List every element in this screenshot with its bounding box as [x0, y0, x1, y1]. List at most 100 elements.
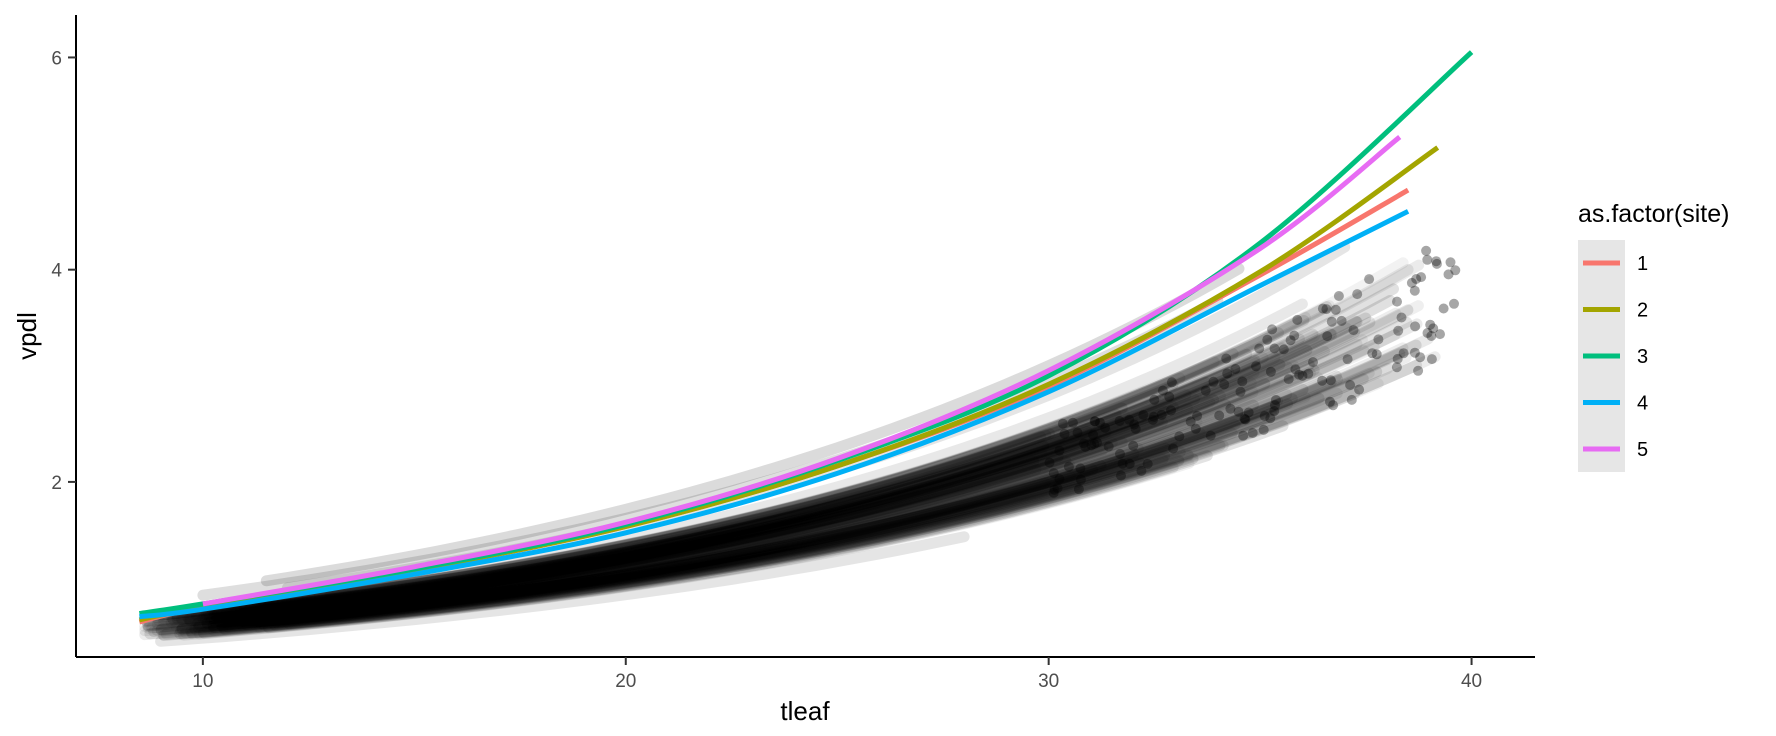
point-trail — [232, 386, 1259, 624]
data-point — [1325, 396, 1335, 407]
data-point — [1103, 441, 1114, 452]
data-point — [1073, 484, 1084, 495]
point-trail — [144, 457, 1145, 640]
point-trail — [207, 300, 1335, 615]
data-point — [1124, 458, 1135, 469]
point-trail — [207, 460, 1107, 632]
point-trail — [201, 342, 1380, 629]
point-trail — [222, 392, 1325, 633]
legend-label-4: 4 — [1637, 393, 1648, 415]
point-trail — [209, 444, 1109, 627]
data-point — [1426, 331, 1437, 341]
data-point — [1052, 483, 1063, 494]
data-point — [1322, 331, 1333, 342]
data-point — [1435, 329, 1445, 340]
point-trail — [197, 316, 1376, 624]
data-point — [1147, 414, 1158, 425]
point-trail — [281, 257, 1409, 606]
data-point — [1267, 324, 1278, 335]
point-trail — [166, 352, 1269, 624]
data-point — [1086, 440, 1097, 451]
data-point — [1336, 315, 1347, 326]
point-trail — [213, 367, 1316, 627]
point-trail — [205, 398, 1231, 627]
point-trail — [260, 263, 1245, 587]
point-trail — [273, 455, 1072, 620]
data-point — [1294, 369, 1305, 380]
data-point — [1367, 348, 1378, 359]
x-tick-label: 10 — [192, 671, 213, 692]
point-trail — [260, 338, 1363, 621]
data-point — [1393, 325, 1404, 336]
point-trail — [255, 301, 1333, 609]
point-trail — [176, 348, 1406, 635]
data-point — [1157, 385, 1168, 396]
data-point — [1114, 416, 1125, 426]
x-axis-title: tleaf — [780, 696, 830, 726]
point-trail — [192, 364, 1320, 629]
data-point — [1346, 394, 1357, 405]
data-point — [1317, 375, 1328, 386]
legend-label-1: 1 — [1637, 253, 1648, 275]
point-trail — [239, 415, 1139, 618]
x-tick-label: 30 — [1038, 671, 1059, 692]
data-point — [1129, 419, 1140, 430]
data-point — [1185, 416, 1196, 427]
series-line-5 — [202, 135, 1402, 607]
point-trail — [243, 463, 1042, 623]
data-point — [1067, 417, 1078, 428]
point-trail — [267, 389, 1192, 614]
point-trail — [258, 479, 1082, 631]
data-point — [1149, 394, 1160, 405]
data-point — [1354, 384, 1365, 395]
point-trail — [265, 370, 1342, 625]
point-trail — [263, 358, 1315, 620]
point-trail — [284, 315, 1362, 613]
data-point — [1142, 458, 1153, 469]
point-trail — [203, 401, 1179, 623]
point-trail — [240, 451, 1064, 621]
point-trail — [190, 328, 1319, 621]
data-point — [1116, 470, 1126, 481]
point-trail — [207, 352, 1412, 634]
data-point — [1089, 438, 1100, 449]
data-point — [1297, 370, 1308, 381]
point-trail — [207, 397, 1336, 636]
point-trail — [155, 531, 970, 647]
point-trail — [263, 450, 1213, 634]
data-point — [1054, 445, 1065, 456]
data-point — [1364, 274, 1375, 285]
y-tick-label: 6 — [51, 48, 62, 69]
data-point — [1164, 391, 1175, 402]
point-trail — [192, 339, 1422, 633]
point-trail — [209, 376, 1211, 619]
data-point — [1200, 385, 1211, 396]
point-trail — [148, 464, 1099, 637]
data-point — [1292, 314, 1303, 325]
point-trail — [259, 376, 1337, 627]
x-tick-label: 20 — [615, 671, 636, 692]
data-point — [1421, 245, 1432, 256]
data-point — [1156, 409, 1167, 420]
data-point — [1348, 325, 1359, 336]
y-axis-title: vpdl — [12, 312, 42, 360]
data-point — [1075, 463, 1086, 474]
data-point — [1238, 430, 1249, 441]
point-trail — [201, 459, 1076, 629]
point-trail — [255, 333, 1434, 627]
point-trail — [283, 388, 1360, 630]
point-trail — [259, 366, 1235, 613]
x-tick-label: 40 — [1461, 671, 1482, 692]
data-point — [1092, 437, 1102, 448]
point-trail — [253, 440, 1229, 633]
data-point — [1415, 352, 1426, 363]
legend-label-3: 3 — [1637, 346, 1648, 368]
point-trail — [238, 348, 1239, 611]
data-point — [1449, 298, 1459, 309]
data-point — [1072, 427, 1083, 438]
point-trail — [254, 379, 1179, 611]
data-point — [1342, 354, 1353, 365]
data-point — [1078, 438, 1089, 449]
data-point — [1044, 457, 1055, 468]
ticks: 10 20 30 40 2 4 6 — [51, 48, 1482, 692]
